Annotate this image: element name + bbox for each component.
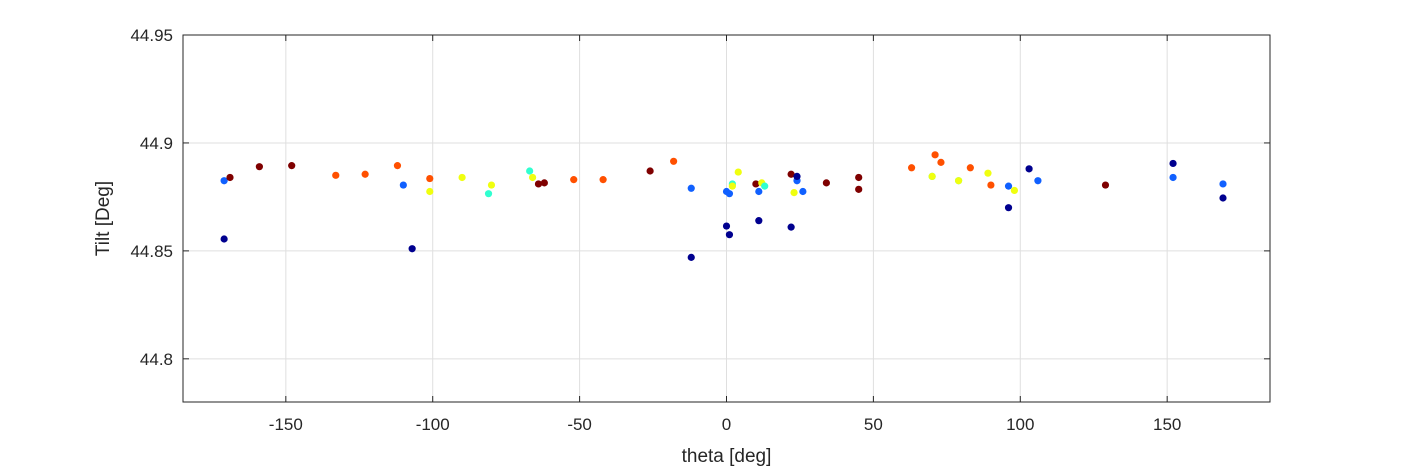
data-point xyxy=(822,179,830,187)
data-point xyxy=(599,176,607,184)
x-axis-ticks: -150 -100 -50 0 50 100 150 xyxy=(269,35,1181,434)
data-point xyxy=(752,180,760,188)
data-point xyxy=(1169,173,1177,182)
data-point xyxy=(734,168,742,176)
data-point xyxy=(937,158,945,166)
data-point xyxy=(1004,182,1013,190)
data-point xyxy=(484,190,493,198)
data-point xyxy=(226,173,234,182)
data-point xyxy=(526,167,534,175)
data-point xyxy=(987,181,995,189)
data-point xyxy=(1034,177,1042,185)
data-point xyxy=(361,170,369,178)
data-point xyxy=(966,164,974,172)
data-point xyxy=(1010,186,1019,195)
data-point xyxy=(687,184,695,192)
data-point xyxy=(984,169,992,177)
data-point xyxy=(220,235,228,243)
data-point xyxy=(799,187,807,196)
data-point xyxy=(728,182,736,190)
data-point xyxy=(1025,165,1033,173)
data-point xyxy=(755,217,763,225)
data-point xyxy=(426,174,434,183)
x-tick-label: 100 xyxy=(1006,415,1034,434)
data-point xyxy=(393,162,402,170)
y-axis-label: Tilt [Deg] xyxy=(93,181,114,256)
data-point xyxy=(687,253,695,261)
data-point xyxy=(928,172,936,181)
data-point xyxy=(288,162,296,170)
data-point xyxy=(529,173,537,182)
y-tick-label: 44.8 xyxy=(140,350,173,369)
data-points xyxy=(220,151,1227,261)
data-point xyxy=(1219,194,1227,202)
data-point xyxy=(722,222,731,230)
data-point xyxy=(534,180,543,188)
data-point xyxy=(855,185,863,193)
data-point xyxy=(755,187,763,196)
x-axis-label: theta [deg] xyxy=(682,446,772,467)
data-point xyxy=(787,223,795,231)
data-point xyxy=(408,245,416,253)
data-point xyxy=(540,179,548,187)
data-point xyxy=(220,177,228,185)
data-point xyxy=(1004,204,1013,212)
y-tick-label: 44.85 xyxy=(130,242,173,261)
data-point xyxy=(855,173,863,182)
x-tick-label: 150 xyxy=(1153,415,1181,434)
data-point xyxy=(725,190,734,198)
x-tick-label: 0 xyxy=(722,415,731,434)
x-tick-label: 50 xyxy=(864,415,883,434)
y-tick-label: 44.95 xyxy=(130,26,173,45)
data-point xyxy=(761,182,769,190)
data-point xyxy=(1169,159,1177,168)
data-point xyxy=(426,187,434,196)
data-point xyxy=(790,188,798,197)
data-point xyxy=(1219,180,1227,188)
data-point xyxy=(907,164,916,172)
data-point xyxy=(570,176,578,184)
data-point xyxy=(399,181,407,189)
x-tick-label: -100 xyxy=(416,415,450,434)
grid-lines xyxy=(183,34,1270,402)
data-point xyxy=(458,173,466,182)
data-point xyxy=(332,171,340,179)
y-axis-ticks: 44.8 44.85 44.9 44.95 xyxy=(130,26,1270,369)
y-tick-label: 44.9 xyxy=(140,134,173,153)
data-point xyxy=(931,151,939,159)
data-point xyxy=(670,157,678,165)
x-tick-label: -150 xyxy=(269,415,303,434)
data-point xyxy=(1101,181,1110,189)
data-point xyxy=(255,163,263,171)
data-point xyxy=(787,170,795,178)
data-point xyxy=(725,231,734,239)
data-point xyxy=(646,167,654,175)
data-point xyxy=(487,181,496,189)
data-point xyxy=(793,172,801,181)
data-point xyxy=(954,177,963,185)
x-tick-label: -50 xyxy=(567,415,592,434)
